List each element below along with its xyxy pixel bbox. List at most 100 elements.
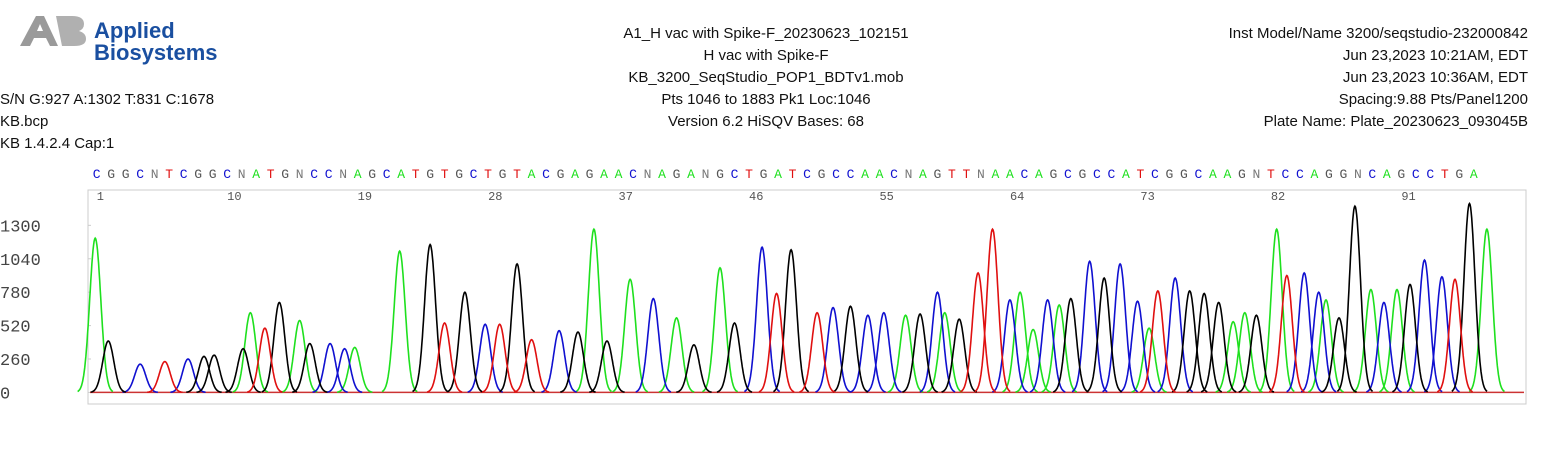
trace-peak xyxy=(481,323,518,393)
base-call: G xyxy=(194,167,202,182)
trace-peak xyxy=(1392,283,1429,393)
trace-peak xyxy=(1436,278,1473,393)
base-call: A xyxy=(354,167,362,182)
trace-peak xyxy=(1468,227,1505,393)
base-call: A xyxy=(861,167,869,182)
base-call: G xyxy=(455,167,463,182)
base-call: C xyxy=(731,167,739,182)
trace-peak xyxy=(658,316,695,393)
header-right: Jun 23,2023 10:21AM, EDT xyxy=(1343,47,1528,64)
base-call: C xyxy=(383,167,391,182)
trace-peak xyxy=(850,314,886,393)
base-call: C xyxy=(1281,167,1289,182)
trace-peak xyxy=(1186,292,1223,393)
header-right: Inst Model/Name 3200/seqstudio-232000842 xyxy=(1229,25,1528,42)
trace-peak xyxy=(992,298,1028,393)
trace-peak xyxy=(281,319,318,393)
base-call: G xyxy=(1050,167,1058,182)
base-call: C xyxy=(1368,167,1376,182)
trace-peak xyxy=(1200,301,1237,393)
base-call: N xyxy=(905,167,913,182)
base-call: T xyxy=(1267,167,1275,182)
trace-peak xyxy=(1353,288,1389,393)
header-center: A1_H vac with Spike-F_20230623_102151 xyxy=(623,25,908,42)
trace-peak xyxy=(560,331,596,393)
base-call: A xyxy=(397,167,405,182)
x-tick-label: 55 xyxy=(879,190,893,204)
trace-peak xyxy=(1002,291,1038,393)
y-tick-label: 260 xyxy=(0,352,31,371)
base-call: C xyxy=(847,167,855,182)
base-call: T xyxy=(267,167,275,182)
trace-peak xyxy=(1406,258,1443,393)
trace-peak xyxy=(1157,276,1194,393)
y-tick-label: 1040 xyxy=(0,252,41,271)
trace-peak xyxy=(196,354,232,393)
trace-peak xyxy=(1451,201,1488,392)
base-call: A xyxy=(252,167,260,182)
base-call: C xyxy=(803,167,811,182)
base-call: A xyxy=(919,167,927,182)
trace-peak xyxy=(1015,328,1052,393)
header-center: Version 6.2 HiSQV Bases: 68 xyxy=(668,113,864,130)
trace-peak xyxy=(1268,274,1305,393)
y-tick-label: 780 xyxy=(0,285,31,304)
base-call: C xyxy=(1296,167,1304,182)
base-call: G xyxy=(1180,167,1188,182)
trace-peak xyxy=(1424,275,1460,393)
base-call: T xyxy=(1441,167,1449,182)
base-call: A xyxy=(571,167,579,182)
trace-peak xyxy=(336,346,373,393)
trace-peak xyxy=(865,311,902,393)
base-call: A xyxy=(876,167,884,182)
logo-mark xyxy=(20,16,58,46)
trace-peak xyxy=(575,227,612,393)
trace-peak xyxy=(743,245,781,393)
base-call: C xyxy=(310,167,318,182)
header-center: Pts 1046 to 1883 Pk1 Loc:1046 xyxy=(661,91,870,108)
base-call: C xyxy=(1064,167,1072,182)
trace-peak xyxy=(799,311,836,393)
header: S/N G:927 A:1302 T:831 C:1678 KB.bcp KB 1.… xyxy=(0,25,1528,152)
trace-peak xyxy=(1366,301,1402,393)
base-call: G xyxy=(209,167,217,182)
base-call: G xyxy=(1325,167,1333,182)
x-tick-label: 37 xyxy=(619,190,633,204)
base-call: C xyxy=(136,167,144,182)
x-tick-label: 46 xyxy=(749,190,763,204)
trace-peak xyxy=(974,227,1011,393)
base-call: T xyxy=(963,167,971,182)
trace-peak xyxy=(1171,289,1208,393)
trace-peak xyxy=(960,271,996,393)
base-call: A xyxy=(774,167,782,182)
header-right: Spacing:9.88 Pts/Panel1200 xyxy=(1339,91,1528,108)
base-call: G xyxy=(1238,167,1246,182)
base-call: N xyxy=(977,167,985,182)
base-call: T xyxy=(484,167,492,182)
trace-peak xyxy=(832,305,869,393)
logo: Applied Biosystems xyxy=(20,16,218,65)
trace-peak xyxy=(447,291,483,393)
base-call: G xyxy=(1397,167,1405,182)
base-call: A xyxy=(615,167,623,182)
trace-peak xyxy=(635,297,672,393)
base-call: G xyxy=(1165,167,1173,182)
base-call: G xyxy=(586,167,594,182)
base-call: A xyxy=(1383,167,1391,182)
trace-peak xyxy=(1226,311,1263,393)
trace-peak xyxy=(902,313,938,393)
base-call: A xyxy=(992,167,1000,182)
trace-peak xyxy=(412,243,449,393)
x-tick-label: 10 xyxy=(227,190,241,204)
trace-peak xyxy=(426,322,463,393)
trace-peak xyxy=(589,340,625,393)
base-call: G xyxy=(107,167,115,182)
base-call: T xyxy=(948,167,956,182)
base-call: G xyxy=(122,167,130,182)
plot: 0 260 520 780 1040 1300 1 10 19 28 37 46 55 64 73 82 91 C… xyxy=(0,167,1524,404)
x-tick-label: 82 xyxy=(1271,190,1285,204)
trace-peak xyxy=(122,363,158,394)
base-call: N xyxy=(238,167,246,182)
trace-peak xyxy=(758,292,795,393)
